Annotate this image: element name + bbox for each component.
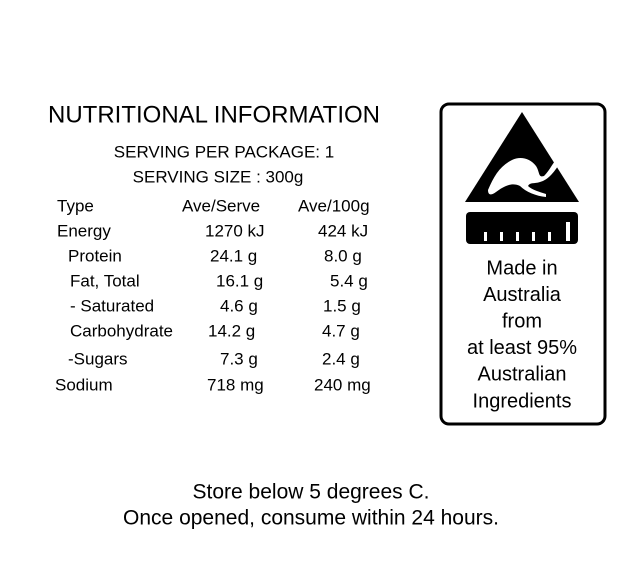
cell-value: 424 kJ — [318, 221, 368, 240]
badge: Made in Australia from at least 95% Australi… — [439, 102, 607, 426]
cell-value: 718 mg — [207, 375, 264, 394]
cell-value: 24.1 g — [210, 246, 257, 265]
column-header: Type — [57, 196, 94, 215]
badge-line: from — [502, 310, 542, 332]
badge-line: Australian — [478, 364, 567, 386]
serving-size: SERVING SIZE : 300g — [133, 167, 304, 186]
badge-line: Ingredients — [473, 390, 572, 412]
cell-value: 240 mg — [314, 375, 371, 394]
logo-kangaroo — [488, 158, 561, 197]
title: NUTRITIONAL INFORMATION — [48, 101, 380, 128]
logo-ruler — [466, 212, 578, 244]
row-label: Protein — [68, 246, 122, 265]
row-label: Energy — [57, 221, 111, 240]
row-label: -Sugars — [68, 349, 128, 368]
row-label: - Saturated — [70, 296, 154, 315]
badge-line: Australia — [483, 284, 562, 306]
serving-per-package: SERVING PER PACKAGE: 1 — [114, 142, 334, 161]
cell-value: 1.5 g — [323, 296, 361, 315]
nutrition-table: Type Ave/Serve Ave/100g Energy 1270 kJ 424 kJ… — [55, 196, 371, 394]
row-label: Carbohydrate — [70, 321, 173, 340]
cell-value: 16.1 g — [216, 271, 263, 290]
cell-value: 2.4 g — [322, 349, 360, 368]
row-label: Sodium — [55, 375, 113, 394]
logo-ruler-ticks — [484, 222, 570, 241]
badge-border — [439, 102, 607, 426]
column-header: Ave/Serve — [182, 196, 260, 215]
cell-value: 5.4 g — [330, 271, 368, 290]
badge-line: at least 95% — [467, 337, 577, 359]
cell-value: 14.2 g — [208, 321, 255, 340]
cell-value: 8.0 g — [324, 246, 362, 265]
footer-line: Store below 5 degrees C. — [193, 481, 430, 504]
cell-value: 4.7 g — [322, 321, 360, 340]
row-label: Fat, Total — [70, 271, 140, 290]
column-header: Ave/100g — [298, 196, 370, 215]
cell-value: 1270 kJ — [205, 221, 265, 240]
footer-line: Once opened, consume within 24 hours. — [123, 507, 499, 530]
cell-value: 7.3 g — [220, 349, 258, 368]
badge-line: Made in — [486, 257, 557, 279]
cell-value: 4.6 g — [220, 296, 258, 315]
